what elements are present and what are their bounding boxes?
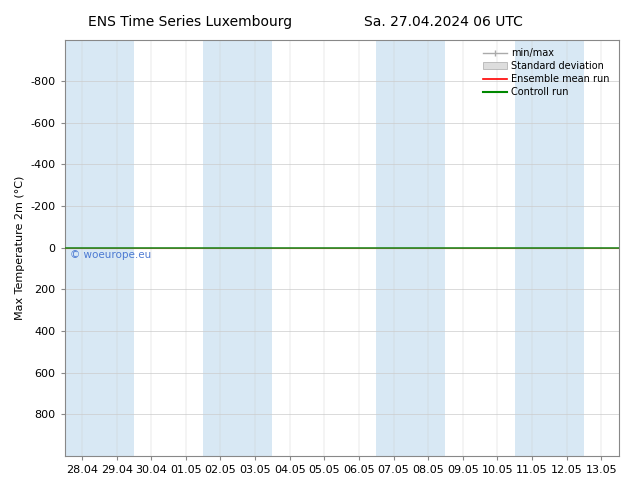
Text: © woeurope.eu: © woeurope.eu (70, 250, 152, 260)
Legend: min/max, Standard deviation, Ensemble mean run, Controll run: min/max, Standard deviation, Ensemble me… (479, 45, 614, 101)
Bar (100, 40, 134, 456)
Bar (515, 40, 549, 456)
Bar (238, 40, 273, 456)
Bar (65, 40, 100, 456)
Bar (376, 40, 411, 456)
Text: Sa. 27.04.2024 06 UTC: Sa. 27.04.2024 06 UTC (365, 15, 523, 29)
Y-axis label: Max Temperature 2m (°C): Max Temperature 2m (°C) (15, 175, 25, 320)
Bar (549, 40, 584, 456)
Text: ENS Time Series Luxembourg: ENS Time Series Luxembourg (88, 15, 292, 29)
Bar (203, 40, 238, 456)
Bar (411, 40, 446, 456)
